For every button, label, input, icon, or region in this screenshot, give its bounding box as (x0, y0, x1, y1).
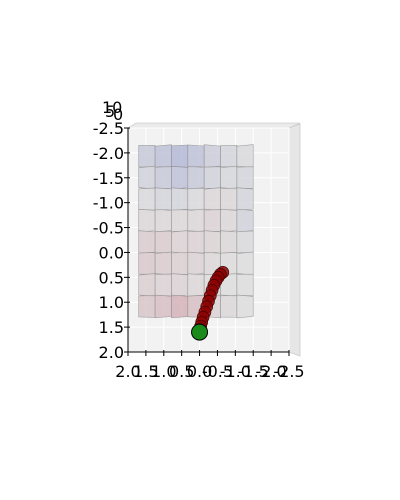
surface-cell (203, 144, 221, 168)
y-tick-label: 2.0 (99, 343, 124, 362)
surface-cell (203, 230, 221, 254)
x-tick-label: 0.5 (169, 362, 194, 381)
surface-cell (187, 230, 205, 254)
surface-cell (171, 294, 189, 319)
surface-cell (236, 144, 254, 169)
surface-cell (187, 273, 205, 297)
surface-cell (187, 187, 205, 211)
y-tick-label: 0.0 (99, 243, 124, 262)
trajectory (191, 266, 230, 341)
surface-cell (171, 166, 189, 190)
x-tick-label: -2.0 (256, 362, 287, 381)
x-tick-label: -0.5 (202, 362, 233, 381)
surface-cell (236, 208, 254, 233)
surface-cell (236, 187, 254, 211)
x-tick-label: 1.0 (151, 362, 176, 381)
surface-cell (154, 273, 172, 297)
surface-cell (236, 294, 254, 319)
z-tick-label: 10 (102, 98, 122, 117)
pane-side (288, 123, 301, 357)
x-tick-label: 1.5 (133, 362, 158, 381)
surface-cell (220, 230, 238, 254)
surface-cell (220, 144, 238, 168)
surface-cell (171, 230, 189, 254)
surface-cell (138, 187, 156, 211)
x-tick-label: 2.0 (115, 362, 140, 381)
surface-cell (187, 251, 205, 276)
x-tick-label: -1.5 (238, 362, 269, 381)
surface-cell (154, 208, 172, 233)
surface-cell (187, 144, 205, 168)
surface-cell (220, 165, 238, 190)
y-tick-label: 1.0 (99, 293, 124, 312)
surface-cell (220, 187, 238, 211)
y-tick-label: -1.0 (93, 194, 124, 213)
surface-cell (138, 145, 156, 168)
surface-cell (187, 165, 205, 190)
surface-cell (154, 166, 172, 190)
surface-cell (171, 273, 189, 297)
surface-plot (138, 144, 254, 319)
surface-cell (154, 187, 172, 211)
y-tick-label: -2.0 (93, 144, 124, 163)
surface-cell (187, 208, 205, 233)
surface-cell (236, 273, 254, 297)
x-tick-label: 0.0 (187, 362, 212, 381)
surface-cell (203, 187, 221, 211)
pane-top (126, 122, 301, 129)
y-tick-label: 0.5 (99, 268, 124, 287)
x-tick-label: -1.0 (220, 362, 251, 381)
axes: -2.0-1.5-1.0-0.50.00.51.01.52.02.01.51.0… (93, 98, 305, 381)
surface-cell (138, 165, 156, 190)
surface-cell (138, 208, 156, 233)
surface-cell (138, 295, 156, 318)
surface-cell (154, 251, 172, 276)
surface-cell (236, 251, 254, 276)
surface-cell (138, 273, 156, 297)
surface-cell (171, 209, 189, 232)
x-tick-label: -2.5 (273, 362, 304, 381)
surface-cell (138, 230, 156, 254)
surface-cell (154, 294, 172, 319)
surface-cell (220, 295, 238, 318)
z-tick-label: 5 (105, 102, 115, 121)
y-tick-label: -1.5 (93, 169, 124, 188)
y-tick-label: 1.5 (99, 318, 124, 337)
surface-cell (236, 230, 254, 254)
surface-cell (138, 252, 156, 275)
z-tick-label: 0 (113, 105, 123, 124)
surface-cell (236, 166, 254, 189)
surface-cell (171, 144, 189, 168)
surface-cell (154, 230, 172, 254)
surface-cell (203, 209, 221, 232)
surface-cell (171, 252, 189, 275)
surface-cell (203, 166, 221, 189)
y-tick-label: -0.5 (93, 219, 124, 238)
y-tick-label: -2.5 (93, 119, 124, 138)
surface-cell (171, 187, 189, 211)
surface-cell (220, 208, 238, 233)
start-point (191, 323, 209, 341)
surface-cell (154, 144, 172, 168)
